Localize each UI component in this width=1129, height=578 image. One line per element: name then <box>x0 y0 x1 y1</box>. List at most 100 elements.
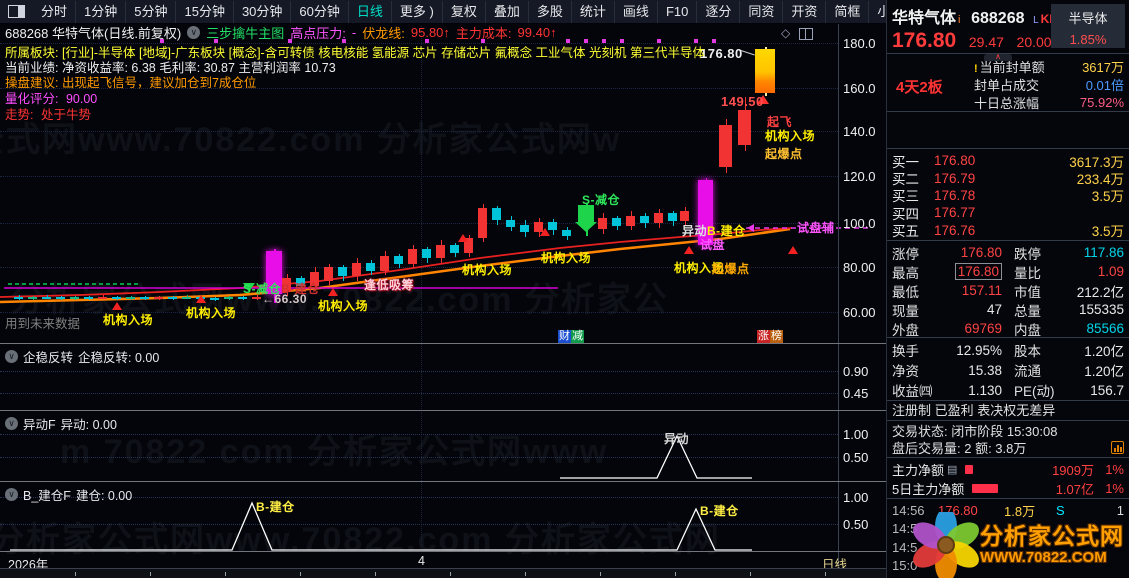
toolbar-item[interactable]: 逐分 <box>697 0 741 23</box>
stat-row: 收益㈣ 1.130 PE(动) 156.7 <box>892 380 1124 400</box>
toolbar-item[interactable]: F10 <box>658 0 698 23</box>
candlestick <box>380 255 389 271</box>
candlestick <box>626 215 635 226</box>
toolbar-item[interactable]: 15分钟 <box>176 0 234 23</box>
toolbar-item[interactable]: 1分钟 <box>76 0 127 23</box>
window-split-icon[interactable] <box>8 5 25 18</box>
tick-s: S <box>1056 502 1065 518</box>
candlestick <box>668 213 677 222</box>
candlestick <box>42 296 51 299</box>
annotation-text: S-减仓 <box>582 193 621 207</box>
scroll-tick <box>75 572 76 576</box>
sell-signal-candle <box>578 205 594 222</box>
fulong-label: 伏龙线: <box>362 26 405 41</box>
buy-signal-triangle <box>788 246 798 254</box>
stat-row: 最低 157.11 市值 212.2亿 <box>892 281 1124 300</box>
info-icon[interactable]: i <box>958 14 961 26</box>
hot-concept-dot <box>657 39 661 43</box>
stat-row: 最高 176.80 量比 1.09 <box>892 262 1124 281</box>
candlestick <box>224 297 233 300</box>
candlestick <box>154 296 163 299</box>
chart-annotation: 机构入场 <box>462 261 512 278</box>
price-axis-line <box>838 23 839 568</box>
x-axis-row[interactable]: 2026年 4 日线 <box>0 552 886 572</box>
toolbar-item[interactable]: 30分钟 <box>234 0 292 23</box>
industry-name: 半导体 <box>1068 11 1108 26</box>
chevron-down-icon[interactable]: ∨ <box>5 417 18 430</box>
pressure-value: - <box>351 25 357 40</box>
tick-t: 14:5 <box>892 539 918 555</box>
chevron-down-icon[interactable]: ∨ <box>187 26 201 39</box>
stat-value: 176.80 <box>938 263 1002 280</box>
tick-n: 1 <box>1116 502 1124 518</box>
toolbar-item[interactable]: 5分钟 <box>126 0 177 23</box>
toolbar-item[interactable]: 多股 <box>529 0 572 23</box>
candlestick <box>654 213 663 224</box>
indicator-name[interactable]: 三步擒牛主图 <box>206 26 285 41</box>
toolbar-item[interactable]: 开资 <box>783 0 827 23</box>
flag-l: L <box>1033 15 1039 26</box>
panel-name: B_建仓F <box>23 489 71 503</box>
stat-value: 3617万 <box>1082 59 1124 75</box>
diamond-icon[interactable]: ◇ <box>781 26 791 40</box>
bar-chart-icon[interactable] <box>1111 441 1124 454</box>
bid-lab: 买三 <box>892 189 919 205</box>
split-window-icon[interactable] <box>799 28 813 40</box>
hot-concept-dot <box>288 39 292 43</box>
toolbar-item[interactable]: 叠加 <box>486 0 529 23</box>
bottom-scrollbar[interactable] <box>0 568 886 578</box>
stat-value: 176.80 <box>960 245 1002 260</box>
spike-label: B-建仓 <box>256 498 295 515</box>
chart-annotation: 起爆点 <box>712 260 750 277</box>
panel-axis-label: 0.50 <box>843 517 869 532</box>
toolbar-item[interactable]: 日线 <box>349 0 392 23</box>
scroll-tick <box>600 572 601 576</box>
detail-list-icon[interactable]: ▤ <box>947 464 958 476</box>
industry-badge[interactable]: 半导体 1.85% <box>1051 4 1125 48</box>
event-badge[interactable]: 财减 <box>558 330 584 343</box>
toolbar-item[interactable]: 画线 <box>615 0 658 23</box>
toolbar-item[interactable]: 简框 <box>826 0 870 23</box>
candlestick <box>450 244 459 253</box>
trade-status-section: 交易状态: 闭市阶段 15:30:08 盘后交易量: 2 额: 3.8万 <box>887 421 1129 458</box>
candlestick <box>408 249 417 264</box>
panel-name: 异动F <box>23 418 56 432</box>
bid-row: 买三 176.78 3.5万 <box>892 187 1124 205</box>
registration-line: 注册制 已盈利 表决权无差异 <box>887 401 1129 421</box>
price-change: 29.47 <box>968 34 1004 50</box>
watermark-logo: 分析家公式网 WWW.70822.COM <box>913 512 1129 578</box>
chevron-down-icon[interactable]: ∨ <box>5 350 18 363</box>
stat-label: 现量 <box>892 303 919 319</box>
toolbar-item[interactable]: 复权 <box>443 0 486 23</box>
gridline <box>0 176 838 177</box>
candlestick <box>612 217 621 226</box>
toolbar-item[interactable]: 分时 <box>33 0 77 23</box>
stat-value: 1.130 <box>968 382 1002 398</box>
stat-value: 157.11 <box>961 283 1002 298</box>
toolbar-item[interactable]: 统计 <box>572 0 615 23</box>
toolbar-item[interactable]: 更多 ) <box>392 0 443 23</box>
hot-concept-dot <box>620 39 624 43</box>
candlestick <box>598 217 607 230</box>
bid-row: 买五 176.76 3.5万 <box>892 222 1124 240</box>
main-force-row: 主力净额 ▤ 1909万 1% <box>892 460 1124 479</box>
bid-vol: 3.5万 <box>1091 189 1124 205</box>
pressure-label: 高点压力: <box>290 26 346 41</box>
collapse-tab-icon[interactable]: ∧ <box>984 53 1012 61</box>
event-badge[interactable]: 涨榜 <box>757 330 783 343</box>
event-badge-char: 涨 <box>757 330 770 343</box>
board-stat-row: 十日总涨幅 75.92% <box>974 93 1124 111</box>
stat-value: 85566 <box>1086 321 1124 336</box>
candlestick <box>640 215 649 224</box>
last-price: 176.80 <box>892 29 957 52</box>
bid-lab: 买一 <box>892 154 919 170</box>
chevron-down-icon[interactable]: ∨ <box>5 488 18 501</box>
bid-prc: 176.77 <box>934 205 976 221</box>
bid-prc: 176.78 <box>934 187 976 203</box>
annotation-text: 起爆点 <box>765 147 803 161</box>
toolbar-item[interactable]: 同资 <box>740 0 784 23</box>
annotation-text: 试盘 <box>700 238 726 252</box>
candlestick <box>98 296 107 299</box>
toolbar-item[interactable]: 60分钟 <box>291 0 349 23</box>
